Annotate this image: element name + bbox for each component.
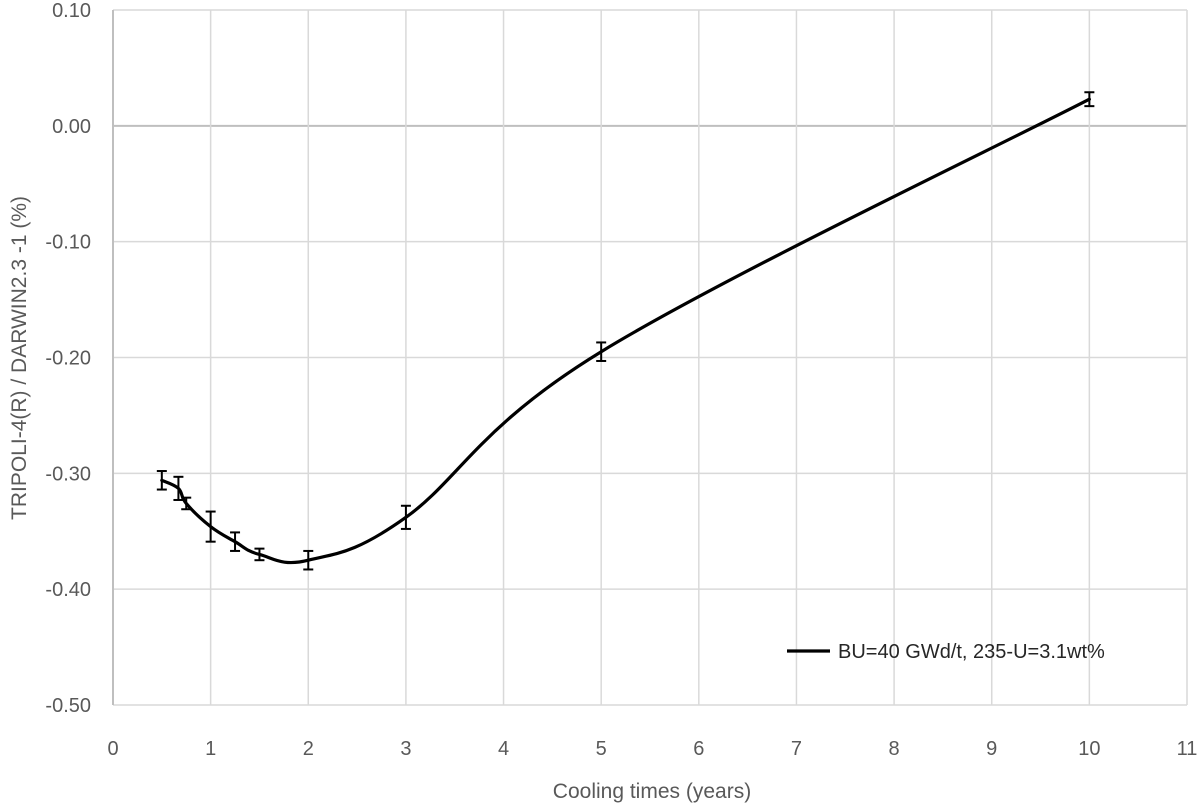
x-tick-label: 8 [889, 738, 900, 760]
x-axis-ticks: 0 1 2 3 4 5 6 7 8 9 10 11 [107, 738, 1197, 760]
x-axis-title: Cooling times (years) [553, 780, 751, 803]
y-tick-label: 0.00 [52, 116, 91, 138]
x-tick-label: 5 [596, 738, 607, 760]
error-bar [173, 475, 184, 501]
y-tick-label: -0.10 [45, 232, 91, 254]
error-bar [156, 470, 167, 491]
data-series [160, 97, 1091, 565]
x-tick-label: 2 [303, 738, 314, 760]
y-tick-label: -0.50 [45, 695, 91, 717]
x-tick-label: 11 [1177, 738, 1198, 760]
error-bar [400, 504, 411, 530]
x-tick-label: 10 [1078, 738, 1100, 760]
x-tick-label: 0 [107, 738, 118, 760]
error-bars [156, 91, 1095, 571]
error-bar [181, 496, 192, 511]
y-tick-label: -0.30 [45, 463, 91, 485]
x-tick-label: 3 [400, 738, 411, 760]
error-bar [303, 549, 314, 571]
series-line [160, 97, 1091, 565]
error-bar [254, 547, 265, 562]
error-bar [205, 510, 216, 543]
x-tick-label: 4 [498, 738, 509, 760]
x-tick-label: 9 [986, 738, 997, 760]
error-bar [1084, 91, 1095, 108]
y-tick-label: -0.40 [45, 579, 91, 601]
error-bar [596, 341, 607, 362]
legend-label: BU=40 GWd/t, 235-U=3.1wt% [838, 641, 1105, 663]
y-tick-label: 0.10 [52, 0, 91, 22]
x-tick-label: 6 [693, 738, 704, 760]
y-axis-ticks: -0.50 -0.40 -0.30 -0.20 -0.10 0.00 0.10 [45, 0, 91, 717]
grid [112, 9, 1188, 706]
y-axis-title: TRIPOLI-4(R) / DARWIN2.3 -1 (%) [8, 196, 31, 520]
error-bar [230, 531, 241, 552]
legend: BU=40 GWd/t, 235-U=3.1wt% [787, 641, 1105, 663]
y-tick-label: -0.20 [45, 348, 91, 370]
x-tick-label: 1 [205, 738, 216, 760]
x-tick-label: 7 [791, 738, 802, 760]
